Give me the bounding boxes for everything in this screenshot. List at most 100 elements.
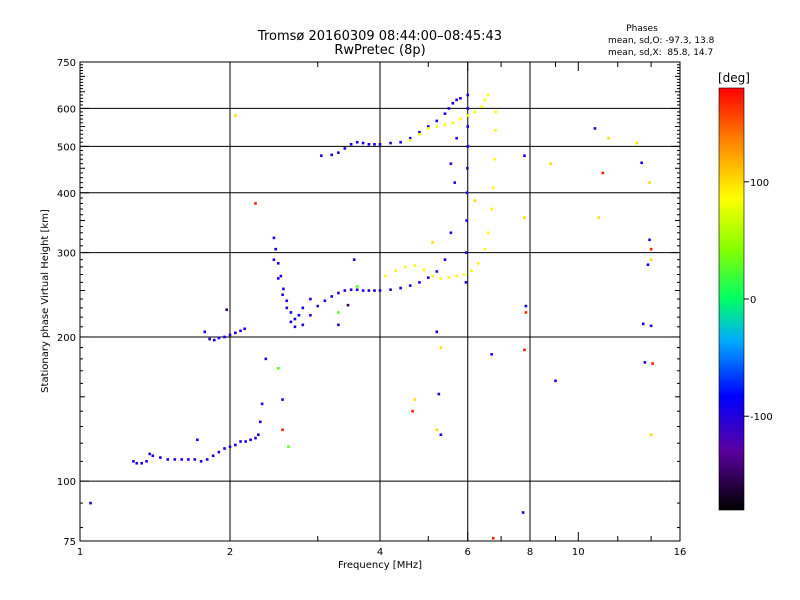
data-point xyxy=(435,428,439,432)
data-point xyxy=(470,269,473,273)
data-point xyxy=(649,433,653,437)
x-axis-tick-labels: 1 2 4 6 8 10 16 xyxy=(77,547,687,558)
data-point xyxy=(173,458,177,461)
data-point xyxy=(422,268,426,272)
y-tick-label: 600 xyxy=(57,104,76,115)
data-point xyxy=(418,281,421,284)
data-point xyxy=(309,313,312,317)
data-point xyxy=(413,264,417,267)
data-point xyxy=(384,274,387,278)
data-point xyxy=(140,461,144,465)
data-point xyxy=(437,392,441,396)
chart-subtitle: RwPretec (8p) xyxy=(334,43,425,58)
data-point xyxy=(411,409,414,413)
data-point xyxy=(648,238,651,242)
data-point xyxy=(389,288,392,292)
colorbar-label: [deg] xyxy=(718,71,750,85)
data-point xyxy=(455,136,458,140)
data-point xyxy=(258,420,262,424)
data-point xyxy=(521,511,525,514)
x-tick-label: 16 xyxy=(674,547,687,558)
data-point xyxy=(431,241,434,244)
data-point xyxy=(276,277,280,280)
data-point xyxy=(301,323,305,327)
data-point xyxy=(465,191,469,195)
data-point xyxy=(257,433,260,437)
data-point xyxy=(408,284,412,287)
data-point xyxy=(593,127,597,130)
data-point xyxy=(355,140,359,144)
y-axis-label: Stationary phase Virtual Height [km] xyxy=(40,209,51,393)
data-point xyxy=(487,231,490,235)
legend-line-o: mean, sd,O: -97.3, 13.8 xyxy=(608,36,715,46)
data-point xyxy=(466,125,470,128)
data-point xyxy=(228,333,232,337)
data-point xyxy=(643,361,647,364)
data-point xyxy=(373,289,376,292)
data-point xyxy=(455,274,458,278)
data-point xyxy=(435,270,439,273)
x-tick-label: 10 xyxy=(572,547,585,558)
data-point xyxy=(373,142,376,146)
data-point xyxy=(208,337,211,341)
data-point xyxy=(378,142,382,146)
data-point xyxy=(361,289,365,292)
x-axis-label: Frequency [MHz] xyxy=(338,560,422,571)
data-point xyxy=(276,261,280,265)
data-point xyxy=(264,357,268,361)
data-point xyxy=(285,299,289,303)
data-point xyxy=(293,325,297,329)
data-point xyxy=(491,536,495,540)
data-point xyxy=(367,289,371,292)
data-point xyxy=(649,324,653,328)
data-point xyxy=(466,107,470,110)
data-point xyxy=(466,114,470,117)
data-point xyxy=(281,428,284,432)
data-point xyxy=(234,443,237,447)
data-point xyxy=(462,273,466,276)
data-point xyxy=(490,207,493,211)
data-point xyxy=(297,313,301,317)
data-point xyxy=(260,402,264,406)
data-point xyxy=(641,322,645,326)
data-point xyxy=(211,454,215,458)
data-point xyxy=(287,445,290,449)
data-point xyxy=(343,289,347,292)
data-point xyxy=(443,258,447,261)
data-point xyxy=(193,458,197,461)
data-point xyxy=(320,154,323,158)
chart-title: Tromsø 20160309 08:44:00–08:45:43 xyxy=(257,29,502,44)
data-point xyxy=(431,274,434,278)
y-tick-label: 500 xyxy=(57,142,76,153)
axis-ticks xyxy=(79,61,681,542)
data-point xyxy=(330,153,334,157)
y-tick-label: 200 xyxy=(57,333,76,344)
data-point xyxy=(145,460,148,463)
x-tick-label: 8 xyxy=(527,547,533,558)
data-point xyxy=(408,138,412,142)
data-point xyxy=(301,306,305,310)
data-point xyxy=(279,274,283,278)
data-point xyxy=(272,258,276,261)
data-point xyxy=(554,379,557,383)
data-point xyxy=(451,101,455,105)
data-point xyxy=(349,288,353,292)
data-point xyxy=(455,98,458,102)
data-point xyxy=(281,293,284,297)
colorbar xyxy=(718,87,745,511)
data-point xyxy=(187,458,190,461)
grid-lines xyxy=(80,62,680,541)
data-point xyxy=(607,136,610,140)
data-point xyxy=(254,436,257,440)
data-point xyxy=(464,281,468,284)
data-point xyxy=(447,107,451,110)
data-point xyxy=(239,440,242,443)
data-point xyxy=(649,258,653,261)
data-point xyxy=(254,202,257,205)
data-point xyxy=(394,269,397,273)
data-point xyxy=(367,142,371,146)
data-point xyxy=(196,438,199,442)
data-point xyxy=(228,445,232,449)
data-point xyxy=(203,330,207,334)
data-point xyxy=(217,336,221,340)
